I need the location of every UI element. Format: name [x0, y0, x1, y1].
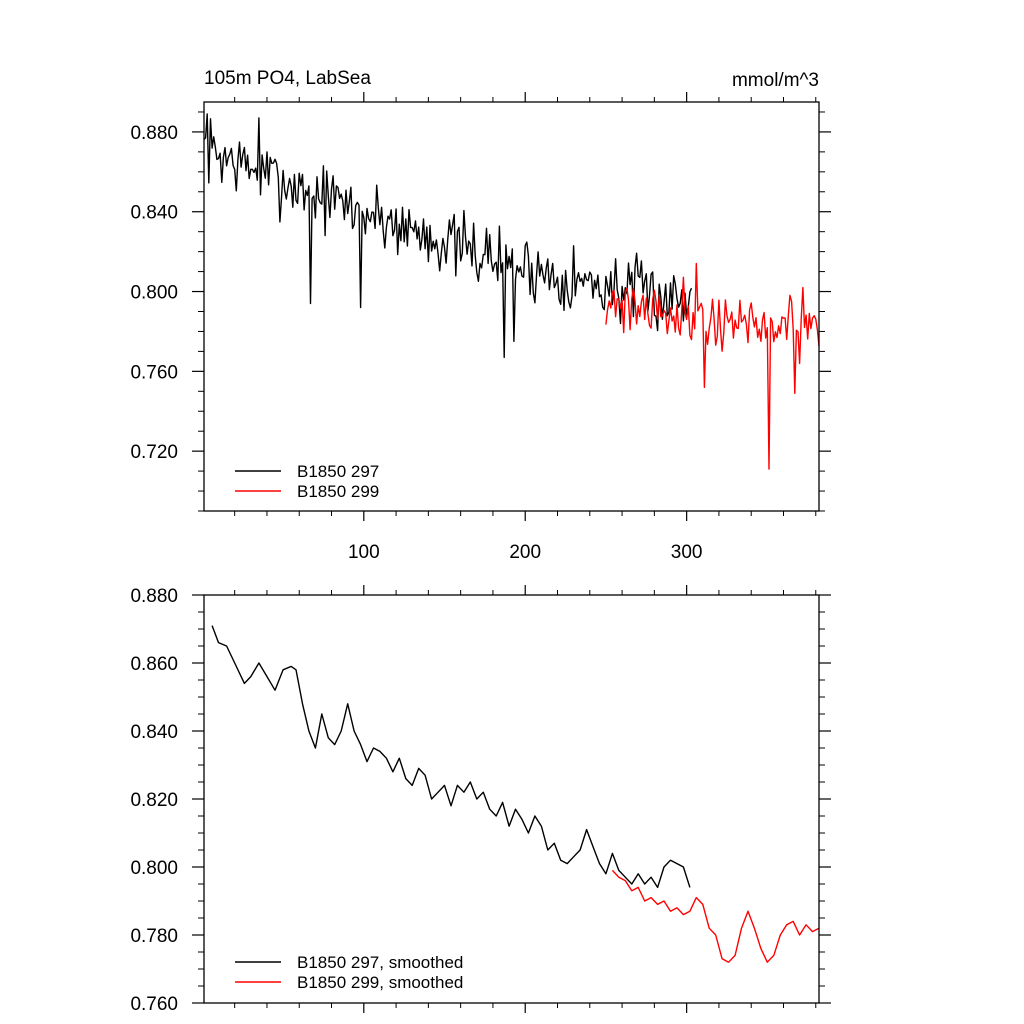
bottom-y-tick-label: 0.880	[130, 586, 178, 607]
top-ticks	[192, 92, 831, 521]
bottom-y-tick-labels: 0.760 0.780 0.800 0.820 0.840 0.860 0.880	[130, 586, 178, 1015]
top-plot-frame	[203, 101, 820, 512]
top-legend: B1850 297 B1850 299	[235, 462, 379, 501]
top-x-tick-label: 300	[671, 542, 703, 563]
bottom-panel: 0.760 0.780 0.800 0.820 0.840 0.860 0.880 B185…	[130, 585, 831, 1015]
bottom-y-tick-label: 0.760	[130, 994, 178, 1015]
legend-label-b1850-297: B1850 297	[297, 462, 379, 481]
top-units: mmol/m^3	[732, 70, 819, 91]
bottom-y-tick-label: 0.800	[130, 858, 178, 879]
top-series-line-b1850-299	[605, 262, 820, 470]
top-y-tick-label: 0.840	[130, 203, 178, 224]
top-y-tick-labels: 0.720 0.760 0.800 0.840 0.880	[130, 123, 178, 463]
legend-label-b1850-299: B1850 299	[297, 482, 379, 501]
bottom-plot-frame	[203, 594, 820, 1004]
bottom-y-tick-label: 0.780	[130, 926, 178, 947]
top-panel: 105m PO4, LabSea mmol/m^3 0.720 0.760 0.80…	[130, 68, 831, 563]
top-title: 105m PO4, LabSea	[204, 68, 371, 89]
top-y-tick-label: 0.880	[130, 123, 178, 144]
legend-label-b1850-297-smoothed: B1850 297, smoothed	[297, 953, 463, 972]
bottom-series-line-b1850-297-smoothed	[211, 625, 691, 889]
top-series	[203, 113, 820, 470]
top-x-tick-label: 100	[348, 542, 380, 563]
bottom-series-line-b1850-299-smoothed	[611, 869, 820, 963]
bottom-y-tick-label: 0.840	[130, 722, 178, 743]
top-x-tick-labels: 100 200 300	[348, 542, 703, 563]
bottom-ticks	[192, 585, 831, 1013]
bottom-y-tick-label: 0.820	[130, 790, 178, 811]
bottom-legend: B1850 297, smoothed B1850 299, smoothed	[235, 953, 463, 992]
bottom-y-tick-label: 0.860	[130, 654, 178, 675]
top-series-line-b1850-297	[203, 113, 693, 359]
legend-label-b1850-299-smoothed: B1850 299, smoothed	[297, 973, 463, 992]
top-y-tick-label: 0.720	[130, 442, 178, 463]
top-y-tick-label: 0.760	[130, 362, 178, 383]
bottom-series	[211, 625, 820, 963]
top-y-tick-label: 0.800	[130, 283, 178, 304]
top-x-tick-label: 200	[509, 542, 541, 563]
